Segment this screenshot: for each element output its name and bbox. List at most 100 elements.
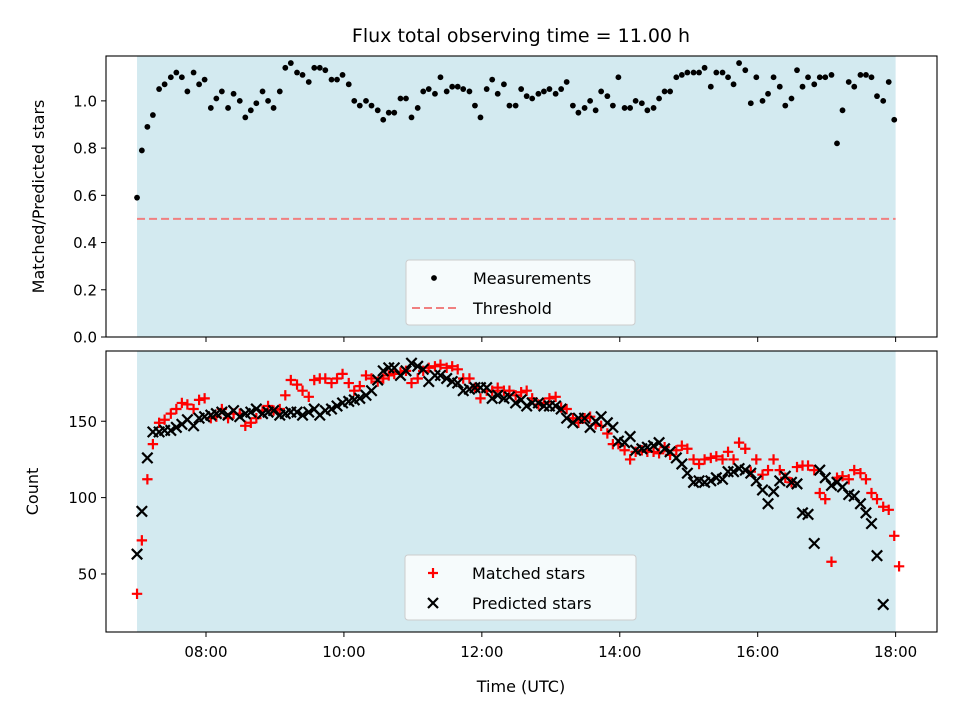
measurement-point [242, 114, 249, 121]
measurement-point [167, 74, 174, 81]
measurement-point [851, 83, 858, 90]
predicted-star-point [744, 467, 757, 480]
measurement-point [328, 76, 335, 83]
measurement-point [713, 69, 720, 76]
matched-star-point [814, 487, 825, 499]
predicted-star-point [325, 403, 338, 416]
measurement-point [345, 81, 352, 88]
measurement-point [247, 107, 254, 114]
measurement-point [523, 93, 530, 100]
matched-star-point [648, 446, 659, 457]
measurement-point [696, 69, 702, 76]
matched-star-point [682, 443, 693, 454]
measurement-point [134, 194, 140, 201]
measurement-point [282, 64, 289, 71]
predicted-star-point [871, 549, 883, 562]
predicted-star-point [486, 392, 499, 405]
measurement-point [403, 95, 409, 102]
measurement-point [230, 90, 237, 97]
measurement-point [541, 88, 547, 95]
matched-star-point [165, 408, 177, 419]
matched-star-point [331, 373, 343, 384]
matched-star-point [866, 487, 877, 499]
matched-star-point [855, 467, 866, 479]
measurement-point [690, 69, 697, 76]
matched-star-point [452, 364, 463, 375]
matched-star-point [291, 379, 303, 390]
measurement-point [489, 76, 496, 83]
predicted-star-point [377, 364, 390, 377]
measurement-point [753, 74, 760, 81]
measurement-point [581, 105, 588, 111]
matched-star-point [837, 471, 848, 482]
measurement-point [156, 86, 163, 92]
matched-star-point [245, 417, 257, 428]
measurement-point [322, 67, 329, 74]
measurement-point [265, 97, 271, 104]
matched-star-point [136, 535, 148, 546]
measurement-point [363, 97, 369, 104]
measurement-point [144, 123, 151, 130]
predicted-star-point [560, 412, 573, 425]
matched-star-point [297, 385, 308, 396]
measurement-point [546, 86, 553, 92]
measurement-point [857, 71, 864, 78]
matched-star-point [711, 451, 722, 462]
measurement-point [236, 97, 243, 104]
measurement-point [816, 74, 823, 81]
predicted-star-point [131, 548, 144, 561]
predicted-star-point [681, 467, 694, 480]
measurement-point [218, 88, 225, 95]
predicted-star-point [555, 403, 568, 416]
y-tick-label: 0.2 [73, 281, 97, 299]
x-tick-label: 18:00 [874, 643, 917, 661]
measurement-point [678, 71, 685, 78]
predicted-star-point [854, 497, 867, 510]
predicted-star-point [451, 377, 464, 390]
measurement-point [380, 116, 387, 123]
matched-star-point [757, 469, 768, 480]
predicted-star-point [302, 406, 315, 419]
predicted-star-point [141, 451, 154, 464]
predicted-star-point [520, 400, 533, 412]
predicted-star-point [411, 360, 424, 373]
predicted-star-point [480, 381, 493, 394]
legend-bottom: Matched stars Predicted stars [404, 554, 637, 621]
matched-star-point [722, 446, 734, 457]
legend-box [404, 554, 637, 621]
predicted-star-point [135, 505, 148, 518]
matched-star-point [159, 414, 170, 425]
predicted-star-point [791, 477, 803, 490]
measurement-point [512, 102, 519, 109]
measurement-point [552, 90, 559, 97]
measurement-point [356, 102, 363, 109]
measurement-point [305, 79, 312, 85]
predicted-star-point [164, 424, 177, 437]
matched-star-point [360, 370, 372, 381]
matched-star-point [176, 397, 188, 409]
matched-star-point [475, 393, 486, 404]
measurement-point [460, 86, 467, 92]
measurement-point [299, 71, 306, 78]
predicted-star-point [371, 374, 384, 386]
legend-label: Threshold [472, 299, 552, 318]
y-ticks-top: 0.0 0.2 0.4 0.6 0.8 1.0 [73, 92, 106, 347]
predicted-star-point [400, 364, 412, 377]
measurement-point [782, 102, 789, 109]
matched-star-point [733, 437, 745, 448]
matched-star-point [820, 493, 831, 505]
y-tick-label: 0.6 [73, 187, 97, 205]
x-tick-label: 14:00 [598, 643, 641, 661]
measurement-point [518, 86, 525, 92]
axes-frame-bottom [105, 350, 938, 633]
matched-star-point [429, 361, 441, 372]
matched-star-point [320, 373, 331, 384]
predicted-star-point [727, 465, 740, 478]
matched-star-point [762, 464, 774, 476]
measurement-point [437, 74, 444, 81]
measurement-point [196, 81, 202, 88]
measurement-point [707, 83, 714, 90]
matched-star-point [624, 454, 636, 465]
